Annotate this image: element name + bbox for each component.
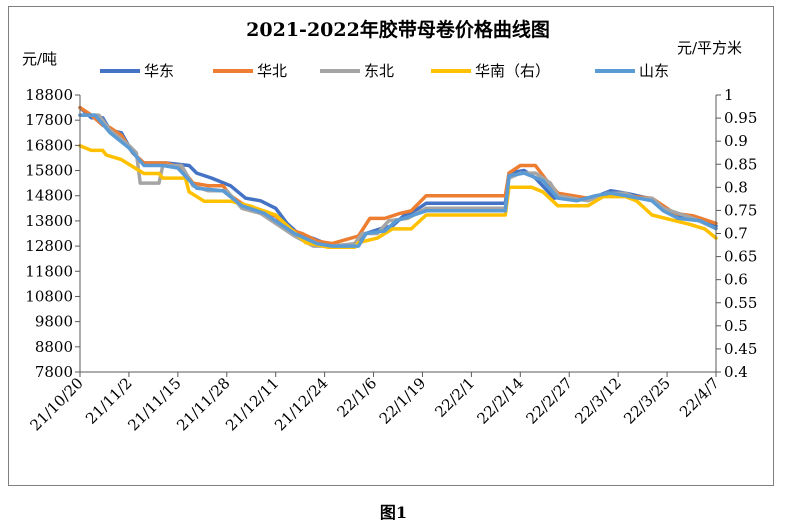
legend-label-3: 东北 <box>364 62 394 80</box>
y2-tick-label: 0.75 <box>724 201 757 219</box>
y2-tick-label: 0.6 <box>724 271 748 289</box>
y2-tick-label: 0.8 <box>724 178 748 196</box>
y-axis-unit-left: 元/吨 <box>22 50 57 68</box>
legend-label-1: 华东 <box>144 62 174 80</box>
chart-frame <box>8 6 774 486</box>
legend-label-5: 山东 <box>639 62 669 80</box>
y2-tick-label: 0.7 <box>724 225 748 243</box>
x-tick-label: 21/12/24 <box>271 374 331 434</box>
series-line-5 <box>78 113 718 248</box>
plot-lines <box>78 105 718 250</box>
y-tick-label: 11800 <box>25 262 73 280</box>
y2-tick-label: 0.45 <box>724 340 757 358</box>
y-tick-label: 18800 <box>25 86 73 104</box>
x-tick-label: 22/2/27 <box>522 374 576 428</box>
y-tick-label: 13800 <box>25 212 73 230</box>
legend-label-2: 华北 <box>257 62 287 80</box>
x-tick-label: 22/1/6 <box>333 374 380 421</box>
y-axis-unit-right: 元/平方米 <box>677 39 742 57</box>
y-tick-label: 9800 <box>35 313 73 331</box>
y-tick-label: 14800 <box>25 187 73 205</box>
x-tick-label: 22/3/25 <box>620 374 674 428</box>
y-tick-label: 17800 <box>25 111 73 129</box>
y-tick-label: 8800 <box>35 338 73 356</box>
x-tick-label: 22/2/14 <box>474 374 528 428</box>
y-tick-label: 15800 <box>25 162 73 180</box>
y-tick-label: 16800 <box>25 136 73 154</box>
x-tick-label: 22/3/12 <box>571 374 625 428</box>
x-tick-label: 22/4/7 <box>676 374 723 421</box>
legend: 华东 华北 东北 华南（右） 山东 <box>100 62 669 80</box>
y2-tick-label: 0.85 <box>724 155 757 173</box>
y2-tick-label: 0.4 <box>724 363 748 381</box>
y2-tick-label: 1 <box>724 86 734 104</box>
y2-tick-label: 0.55 <box>724 294 757 312</box>
y2-tick-label: 0.65 <box>724 248 757 266</box>
y-tick-label: 12800 <box>25 237 73 255</box>
y-tick-label: 10800 <box>25 287 73 305</box>
chart-title: 2021-2022年胶带母卷价格曲线图 <box>246 18 550 41</box>
y-tick-label: 7800 <box>35 363 73 381</box>
x-tick-label: 22/1/19 <box>376 374 430 428</box>
series-line-3 <box>78 113 718 248</box>
axes: 1880017800168001580014800138001280011800… <box>25 86 757 434</box>
x-tick-label: 21/10/20 <box>26 374 86 434</box>
y2-tick-label: 0.5 <box>724 317 748 335</box>
x-tick-label: 22/2/1 <box>431 374 478 421</box>
legend-label-4: 华南（右） <box>475 62 550 80</box>
figure-caption: 图1 <box>379 503 408 522</box>
y2-tick-label: 0.95 <box>724 109 757 127</box>
y2-tick-label: 0.9 <box>724 132 748 150</box>
